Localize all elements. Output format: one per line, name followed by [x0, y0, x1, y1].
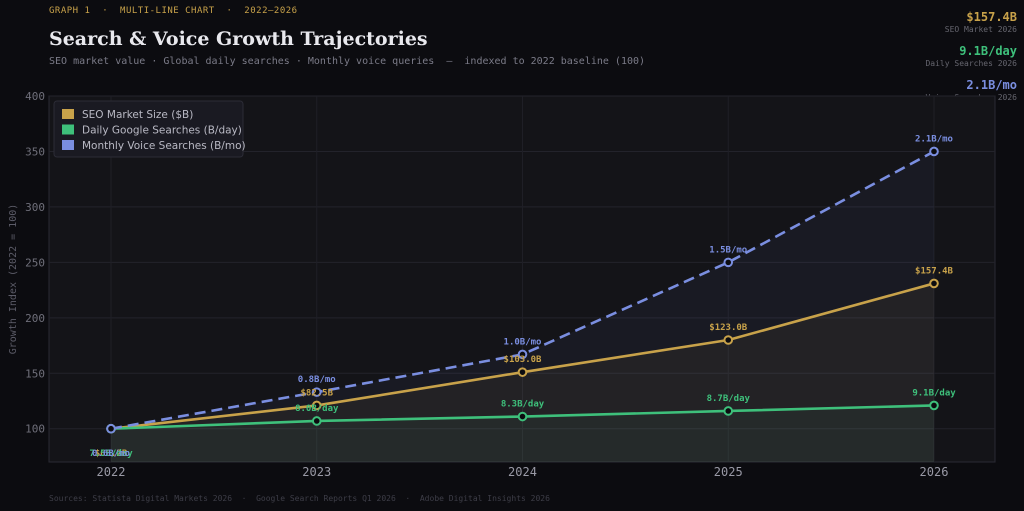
series-area-1: [111, 405, 934, 462]
data-label: 8.0B/day: [295, 404, 339, 414]
data-label: $82.5B: [300, 388, 333, 398]
kpi-seo-value: $157.4B: [966, 10, 1017, 24]
sources-footer: Sources: Statista Digital Markets 2026 ·…: [49, 494, 550, 503]
data-point: [929, 146, 939, 157]
data-point: [929, 400, 939, 411]
data-point: [311, 400, 322, 411]
data-label: $157.4B: [915, 266, 954, 276]
data-point: [723, 406, 734, 416]
y-tick-label: 150: [25, 367, 45, 380]
chart-kicker: GRAPH 1 · MULTI-LINE CHART · 2022–2026: [49, 6, 298, 16]
data-label: 8.3B/day: [501, 400, 545, 410]
data-label: 2.1B/mo: [915, 134, 953, 144]
data-point: [311, 416, 322, 426]
data-label: $68.2B: [95, 449, 128, 459]
legend-swatch: [62, 109, 74, 119]
x-tick-label: 2022: [97, 465, 126, 479]
legend-entry: Monthly Voice Searches (B/mo): [82, 140, 246, 152]
chart-title: Search & Voice Growth Trajectories: [49, 28, 428, 50]
data-point: [723, 257, 734, 268]
data-point: [311, 387, 322, 397]
data-point: [723, 335, 734, 345]
y-tick-label: 250: [25, 256, 45, 269]
x-tick-label: 2023: [302, 465, 331, 479]
data-label: 8.7B/day: [707, 394, 751, 404]
data-point: [517, 349, 528, 360]
data-point: [106, 423, 116, 434]
data-label: 0.8B/mo: [298, 375, 336, 385]
x-tick-label: 2024: [508, 465, 537, 479]
data-label: 1.5B/mo: [709, 245, 747, 255]
data-label: $123.0B: [709, 323, 748, 333]
x-tick-label: 2026: [920, 465, 949, 479]
legend-entry: Daily Google Searches (B/day): [82, 125, 242, 137]
legend-swatch: [62, 124, 74, 135]
y-tick-label: 200: [25, 312, 45, 325]
series-area-2: [111, 151, 934, 463]
kpi-searches: 9.1B/day Daily Searches 2026: [925, 44, 1017, 69]
data-label: 1.0B/mo: [504, 337, 542, 347]
data-label: $103.0B: [504, 355, 543, 365]
data-point: [517, 367, 528, 377]
data-label: 9.1B/day: [912, 388, 956, 398]
data-label: 0.6B/mo: [92, 449, 130, 459]
y-axis-label: Growth Index (2022 = 100): [8, 204, 19, 355]
legend-swatch: [62, 140, 74, 150]
kpi-searches-value: 9.1B/day: [959, 44, 1017, 58]
kpi-searches-label: Daily Searches 2026: [925, 59, 1017, 68]
y-tick-label: 100: [25, 423, 45, 436]
chart-subtitle: SEO market value · Global daily searches…: [49, 56, 646, 67]
kpi-seo-label: SEO Market 2026: [944, 25, 1017, 34]
x-tick-label: 2025: [714, 465, 743, 479]
y-tick-label: 400: [25, 90, 45, 103]
data-point: [929, 278, 939, 289]
data-label: 7.5B/day: [89, 449, 133, 459]
data-point: [517, 411, 528, 422]
kpi-voice-value: 2.1B/mo: [966, 78, 1017, 92]
y-tick-label: 350: [25, 145, 45, 158]
y-tick-label: 300: [25, 201, 45, 214]
legend-entry: SEO Market Size ($B): [82, 109, 193, 121]
legend-box: [53, 100, 244, 158]
kpi-seo: $157.4B SEO Market 2026: [925, 10, 1017, 35]
